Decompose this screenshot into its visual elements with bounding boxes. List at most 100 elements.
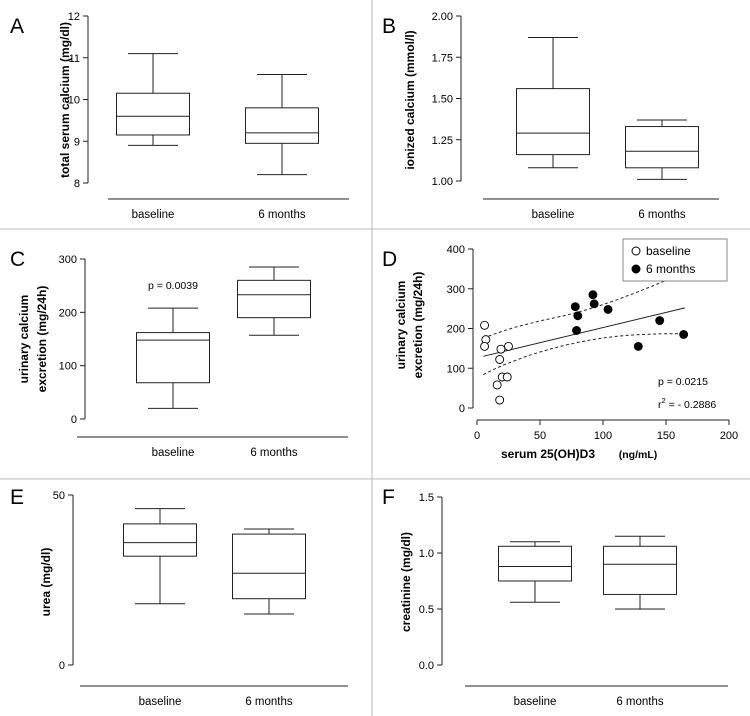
panel-letter: B: [382, 15, 396, 38]
y-tick-label: 0.0: [419, 660, 434, 672]
y-tick-label: 300: [59, 254, 77, 266]
y-tick-label: 12: [68, 11, 80, 23]
panel-letter: F: [382, 486, 395, 509]
y-tick-label: 0: [459, 403, 465, 415]
y-tick-label: 0.5: [419, 604, 434, 616]
y-tick-label: 1.0: [419, 548, 434, 560]
x-category-label: baseline: [152, 447, 195, 459]
panel-d: D 0 100 200 300 400 0 50 100 150 200 serum 25(OH)D3…: [382, 238, 738, 461]
box-iqr: [123, 523, 197, 557]
data-point: [588, 290, 598, 300]
panel-letter: A: [10, 15, 24, 38]
box-baseline: [498, 541, 572, 603]
panel-letter: E: [10, 486, 24, 509]
panel-c: C 0 100 200 300 baseline 6 months urinary calci…: [10, 248, 348, 459]
x-tick-label: 100: [594, 430, 612, 442]
data-point: [496, 344, 506, 354]
data-point: [495, 395, 505, 405]
y-tick-label: 10: [68, 95, 80, 107]
x-tick-label: 150: [657, 430, 675, 442]
x-category-label: 6 months: [616, 696, 664, 708]
data-point: [573, 311, 583, 321]
box-iqr: [498, 545, 572, 582]
box-6-months: [603, 535, 677, 610]
y-tick-label: 1.50: [432, 94, 453, 106]
r-exponent: 2: [662, 396, 666, 405]
confidence-band-lower: [483, 333, 685, 376]
data-point: [480, 341, 490, 351]
r-squared-annotation: r2 = - 0.2886: [658, 396, 716, 411]
r-symbol: r: [658, 399, 662, 411]
y-tick-label: 0: [59, 660, 65, 672]
data-point: [603, 304, 613, 314]
legend-box: [622, 238, 728, 282]
box-iqr: [237, 279, 311, 319]
box-iqr: [516, 88, 590, 156]
data-point: [504, 341, 513, 351]
y-tick-label: 1.5: [419, 492, 434, 504]
y-tick-label: 200: [59, 307, 77, 319]
y-axis-label-line-1: urinary calcium: [17, 295, 31, 384]
data-point: [570, 302, 580, 312]
legend-marker-baseline: [631, 246, 641, 256]
box-iqr: [136, 332, 210, 384]
series-baseline: [480, 320, 513, 405]
y-tick-label: 100: [59, 361, 77, 373]
data-point: [572, 326, 581, 335]
box-baseline: [116, 53, 190, 146]
y-tick-label: 1.00: [432, 176, 453, 188]
x-category-label: baseline: [514, 696, 557, 708]
r-squared-value: = - 0.2886: [666, 399, 717, 411]
box-baseline: [123, 508, 197, 605]
x-tick-label: 200: [720, 430, 738, 442]
y-axis-label-line-2: excretion (mg/24h): [35, 286, 49, 393]
box-baseline: [516, 36, 590, 169]
panel-b: B 1.00 1.25 1.50 1.75 2.00 baseline 6 months ion…: [382, 11, 719, 221]
x-category-label: baseline: [132, 209, 175, 221]
x-axis-unit: (ng/mL): [619, 449, 658, 461]
p-value-annotation: p = 0.0215: [658, 376, 708, 388]
y-tick-label: 300: [447, 284, 465, 296]
panel-e: E 0 50 baseline 6 months urea (mg/dl): [10, 486, 348, 708]
regression-line: [483, 307, 686, 357]
y-axis-label: creatinine (mg/dl): [399, 532, 413, 632]
data-point: [655, 316, 665, 325]
x-axis-label: serum 25(OH)D3: [501, 447, 595, 461]
data-point: [480, 320, 490, 330]
box-iqr: [116, 92, 190, 136]
panel-letter: C: [10, 248, 25, 271]
box-6-months: [625, 119, 699, 180]
y-tick-label: 1.25: [432, 135, 453, 147]
data-point: [589, 299, 599, 309]
x-category-label: 6 months: [258, 209, 306, 221]
box-iqr: [603, 545, 677, 595]
series-6-months: [570, 290, 689, 351]
data-point: [492, 380, 502, 390]
y-tick-label: 200: [447, 324, 465, 336]
box-iqr: [245, 107, 319, 144]
x-category-label: 6 months: [638, 209, 686, 221]
legend-label-baseline: baseline: [646, 244, 691, 258]
legend-marker-6-months: [631, 264, 641, 274]
legend-label-6-months: 6 months: [646, 262, 695, 276]
data-point: [679, 330, 689, 339]
panel-f: F 0.0 0.5 1.0 1.5 baseline 6 months creatinine …: [382, 486, 728, 708]
y-axis-label-line-1: urinary calcium: [394, 281, 408, 370]
data-point: [633, 341, 643, 351]
x-category-label: baseline: [139, 696, 182, 708]
panel-a: A 8 9 10 11 12 baseline 6 months total serum cal…: [10, 11, 349, 221]
y-axis-label: total serum calcium (mg/dl): [58, 22, 72, 178]
y-axis-label: ionized calcium (mmol/l): [403, 30, 417, 169]
x-category-label: 6 months: [245, 696, 293, 708]
box-baseline: [136, 307, 210, 409]
confidence-band-upper: [483, 272, 686, 339]
data-point: [502, 372, 512, 382]
y-axis-label-line-2: excretion (mg/24h): [411, 272, 425, 379]
legend: baseline 6 months: [622, 238, 728, 282]
y-tick-label: 8: [74, 178, 80, 190]
y-tick-label: 100: [447, 363, 465, 375]
box-6-months: [245, 73, 319, 176]
y-tick-label: 0: [71, 414, 77, 426]
